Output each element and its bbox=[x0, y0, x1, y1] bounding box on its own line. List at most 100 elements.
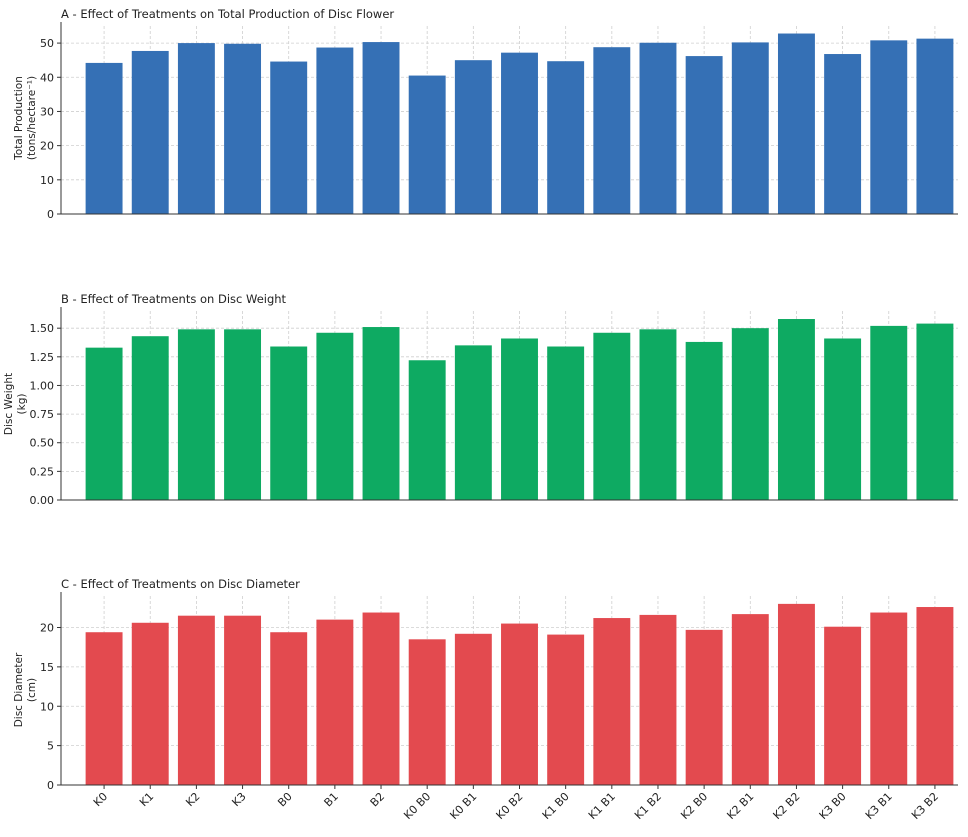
panel-b-ytick-label: 1.25 bbox=[30, 351, 55, 364]
panel-c-xtick-label-b0: B0 bbox=[275, 790, 294, 809]
panel-a-bar-k2 bbox=[177, 43, 215, 214]
panel-c-xtick-label-k0-b0: K0 B0 bbox=[401, 790, 433, 822]
panel-c-bar-k1-b2 bbox=[639, 614, 677, 785]
panel-c-xtick-label-b1: B1 bbox=[322, 790, 341, 809]
panel-c-xtick-label-k0-b2: K0 B2 bbox=[494, 790, 526, 822]
panel-c-xtick-label-k2-b0: K2 B0 bbox=[678, 790, 710, 822]
panel-b-bar-b0 bbox=[270, 346, 308, 500]
panel-b-bar-b2 bbox=[362, 327, 400, 500]
panel-c-xtick-label-k0-b1: K0 B1 bbox=[447, 790, 479, 822]
panel-b-axes: 0.00 0.25 0.50 0.75 1.00 1.25 1.50 bbox=[30, 307, 958, 507]
panel-b-ytick-label: 0.50 bbox=[30, 437, 55, 450]
panel-a-bar-k1-b2 bbox=[639, 42, 677, 215]
panel-b-bar-k1-b1 bbox=[593, 332, 631, 500]
panel-c-xtick-label-k1-b1: K1 B1 bbox=[586, 790, 618, 822]
panel-c-bar-b2 bbox=[362, 612, 400, 785]
panel-c-xtick-label-k2-b1: K2 B1 bbox=[724, 790, 756, 822]
panel-c-bar-k0-b1 bbox=[454, 633, 492, 785]
panel-c-title: C - Effect of Treatments on Disc Diamete… bbox=[61, 577, 300, 591]
panel-b-disc-weight: B - Effect of Treatments on Disc Weight … bbox=[3, 292, 958, 507]
panel-a-bar-k3 bbox=[224, 43, 262, 215]
panel-b-bar-k2-b1 bbox=[731, 328, 769, 500]
panel-c-bar-k2-b2 bbox=[777, 603, 815, 785]
panel-c-bar-k1-b1 bbox=[593, 618, 631, 785]
panel-c-ytick-label: 5 bbox=[47, 740, 54, 753]
panel-b-ylabel-line2: (kg) bbox=[16, 394, 28, 415]
panel-c-bar-k2 bbox=[177, 615, 215, 785]
panel-c-bar-k3-b2 bbox=[916, 607, 954, 785]
panel-b-bar-k3-b2 bbox=[916, 323, 954, 500]
panel-c-bar-b0 bbox=[270, 632, 308, 785]
panel-c-xtick-label-k1: K1 bbox=[137, 790, 156, 809]
panel-b-ytick-label: 1.00 bbox=[30, 379, 55, 392]
panel-b-bar-b1 bbox=[316, 332, 354, 500]
panel-c-bar-k0-b2 bbox=[501, 623, 538, 785]
panel-a-ytick-label: 30 bbox=[40, 105, 54, 118]
panel-a-bar-k3-b2 bbox=[916, 38, 954, 214]
panel-c-bar-k2-b0 bbox=[685, 629, 723, 785]
panel-c-xtick-label-k3-b0: K3 B0 bbox=[817, 790, 849, 822]
panel-a-bar-b2 bbox=[362, 42, 400, 214]
panel-a-bar-k3-b1 bbox=[870, 40, 908, 214]
panel-c-ytick-label: 20 bbox=[40, 622, 54, 635]
panel-c-bar-k1-b0 bbox=[547, 634, 585, 785]
panel-c-bar-k3-b1 bbox=[870, 612, 908, 785]
panel-c-bar-k3 bbox=[224, 615, 262, 785]
panel-b-bars bbox=[85, 319, 954, 500]
panel-c-xtick-label-k3-b2: K3 B2 bbox=[909, 790, 941, 822]
panel-c-xtick-label-b2: B2 bbox=[368, 790, 387, 809]
panel-a-title: A - Effect of Treatments on Total Produc… bbox=[61, 7, 394, 21]
panel-a-ytick-label: 20 bbox=[40, 140, 54, 153]
panel-a-bar-k1 bbox=[131, 50, 169, 214]
panel-a-ytick-label: 0 bbox=[47, 208, 54, 221]
panel-b-bar-k0-b1 bbox=[454, 345, 492, 500]
panel-a-bar-k2-b0 bbox=[685, 56, 723, 214]
panel-a-bar-b1 bbox=[316, 47, 354, 214]
panel-c-ytick-label: 10 bbox=[40, 700, 54, 713]
panel-c-xtick-label-k3: K3 bbox=[229, 790, 248, 809]
panel-b-bar-k3-b1 bbox=[870, 325, 908, 500]
panel-c-bar-k2-b1 bbox=[731, 614, 769, 785]
panel-b-ylabel-line1: Disc Weight bbox=[3, 373, 15, 435]
panel-a-bar-k0-b1 bbox=[454, 60, 492, 214]
panel-c-ylabel-line1: Disc Diameter bbox=[13, 652, 25, 727]
panel-a-axes: 0 10 20 30 40 50 bbox=[40, 22, 958, 221]
panel-b-bar-k2-b0 bbox=[685, 341, 723, 500]
panel-c-bar-k0 bbox=[85, 632, 123, 785]
panel-b-title: B - Effect of Treatments on Disc Weight bbox=[61, 292, 287, 306]
panel-b-ytick-label: 0.25 bbox=[30, 465, 55, 478]
panel-a-bar-k0-b2 bbox=[501, 52, 538, 214]
panel-c-xtick-label-k2: K2 bbox=[183, 790, 202, 809]
panel-c-axes: 0 5 10 15 20 K0 K1 K2 K3 B0 B1 B2 K0 B0 K0 B1 K0 B2 K1 … bbox=[40, 592, 958, 822]
panel-c-ytick-label: 15 bbox=[40, 661, 54, 674]
panel-a-total-production: A - Effect of Treatments on Total Produc… bbox=[13, 7, 958, 221]
panel-b-bar-k3 bbox=[224, 329, 262, 500]
panel-c-xtick-label-k2-b2: K2 B2 bbox=[771, 790, 803, 822]
panel-a-bars bbox=[85, 33, 954, 215]
panel-c-xtick-label-k3-b1: K3 B1 bbox=[863, 790, 895, 822]
panel-a-ylabel-line2: (tons/hectare⁻¹) bbox=[26, 76, 38, 160]
panel-c-xtick-label-k0: K0 bbox=[91, 790, 110, 809]
panel-b-bar-k1-b0 bbox=[547, 346, 585, 500]
panel-a-bar-k1-b1 bbox=[593, 47, 631, 215]
panel-b-bar-k0-b2 bbox=[501, 338, 538, 500]
panel-a-bar-k1-b0 bbox=[547, 61, 585, 214]
panel-a-ylabel-line1: Total Production bbox=[13, 76, 25, 161]
panel-c-xtick-label-k1-b2: K1 B2 bbox=[632, 790, 664, 822]
panel-c-bar-k3-b0 bbox=[824, 626, 862, 785]
panel-a-bar-k3-b0 bbox=[824, 54, 862, 215]
panel-b-ytick-label: 0.00 bbox=[30, 494, 55, 507]
panel-a-bar-k2-b2 bbox=[777, 33, 815, 214]
panel-b-ytick-label: 1.50 bbox=[30, 322, 55, 335]
panel-a-bar-k0 bbox=[85, 62, 123, 214]
panel-c-bars bbox=[85, 603, 954, 785]
panel-a-ytick-label: 50 bbox=[40, 37, 54, 50]
panel-a-ytick-label: 10 bbox=[40, 174, 54, 187]
panel-c-bar-k1 bbox=[131, 622, 169, 785]
panel-c-disc-diameter: C - Effect of Treatments on Disc Diamete… bbox=[13, 577, 958, 822]
panel-c-xtick-label-k1-b0: K1 B0 bbox=[540, 790, 572, 822]
panel-b-bar-k0 bbox=[85, 347, 123, 500]
panel-b-bar-k0-b0 bbox=[408, 360, 446, 500]
panel-a-bar-k2-b1 bbox=[731, 42, 769, 214]
